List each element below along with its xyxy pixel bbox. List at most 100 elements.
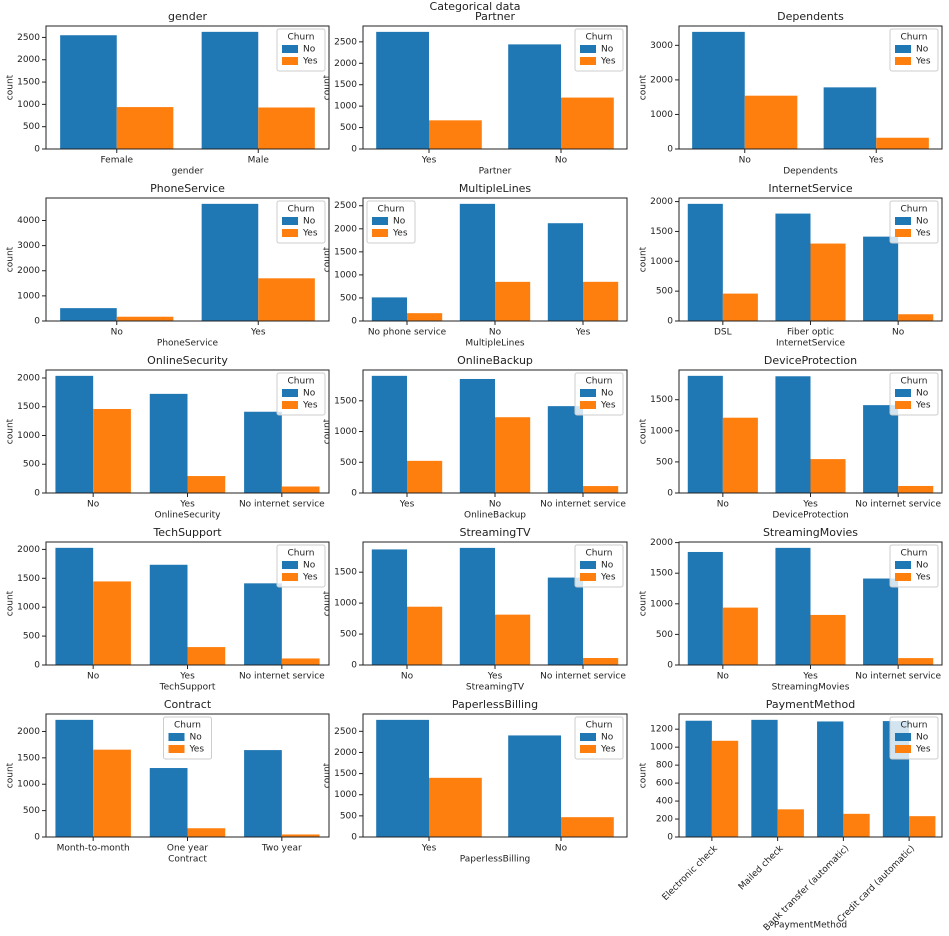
bar (583, 486, 619, 493)
x-tick-label: No internet service (540, 500, 626, 510)
y-tick-label: 0 (34, 145, 40, 155)
y-tick-label: 1500 (17, 753, 40, 763)
y-axis-label: count (6, 246, 16, 272)
legend-swatch (895, 733, 911, 741)
legend-label: Yes (600, 401, 616, 411)
bar (258, 107, 315, 149)
y-tick-label: 0 (34, 489, 40, 499)
bar (258, 278, 315, 321)
bar (371, 297, 407, 321)
y-tick-label: 1000 (650, 599, 673, 609)
bar (376, 31, 429, 149)
x-tick-label: Mailed check (737, 843, 786, 892)
x-tick-label: No internet service (239, 672, 325, 682)
bar (187, 476, 226, 493)
x-tick-label: Yes (399, 500, 415, 510)
legend-swatch (282, 229, 298, 237)
axes-frame (362, 713, 628, 838)
x-axis-label: TechSupport (159, 683, 216, 693)
y-tick-label: 1200 (650, 725, 673, 735)
chart-title: PhoneService (150, 182, 225, 195)
y-tick-label: 2000 (17, 727, 40, 737)
axes-frame (45, 369, 330, 494)
x-tick-label: Yes (421, 844, 437, 854)
bar (744, 95, 798, 149)
y-axis-label: count (6, 418, 16, 444)
axes-frame (678, 25, 943, 150)
chart-title: PaymentMethod (766, 698, 855, 711)
legend-swatch (580, 45, 596, 53)
x-axis-label: InternetService (776, 339, 845, 349)
x-tick-label: One year (167, 844, 209, 854)
x-axis-label: Contract (168, 855, 207, 865)
legend-label: Yes (915, 229, 931, 239)
bar (898, 314, 934, 321)
bar (244, 411, 282, 493)
legend-swatch (895, 561, 911, 569)
y-tick-label: 1500 (650, 227, 673, 237)
chart-title: InternetService (768, 182, 853, 195)
x-axis-label: OnlineBackup (464, 511, 526, 521)
bar (495, 614, 531, 665)
legend-label: Yes (915, 57, 931, 67)
legend-label: No (916, 389, 929, 399)
x-axis-label: PhoneService (157, 339, 219, 349)
legend-title: Churn (901, 205, 928, 215)
x-tick-label: No internet service (855, 500, 941, 510)
y-tick-label: 500 (340, 458, 357, 468)
y-tick-label: 0 (351, 145, 357, 155)
y-tick-label: 1000 (17, 100, 40, 110)
y-tick-label: 500 (340, 630, 357, 640)
bar (60, 308, 117, 321)
legend-label: No (303, 389, 316, 399)
bar (55, 719, 94, 837)
x-axis-label: gender (172, 167, 204, 177)
legend-swatch (282, 561, 298, 569)
bar (775, 547, 811, 665)
x-tick-label: Month-to-month (57, 844, 130, 854)
legend-label: Yes (915, 401, 931, 411)
y-tick-label: 0 (667, 489, 673, 499)
bar (722, 293, 758, 321)
y-tick-label: 1500 (334, 568, 357, 578)
x-axis-label: Partner (479, 167, 512, 177)
bar (692, 31, 745, 149)
legend-label: No (601, 733, 614, 743)
legend-swatch (580, 389, 596, 397)
y-axis-label: count (323, 246, 333, 272)
y-tick-label: 1000 (17, 780, 40, 790)
legend-swatch (895, 401, 911, 409)
bar (898, 485, 934, 493)
legend-title: Churn (901, 721, 928, 731)
x-tick-label: No internet service (239, 500, 325, 510)
bar (187, 828, 226, 837)
legend-label: Yes (302, 401, 318, 411)
legend-label: No (601, 389, 614, 399)
x-tick-label: No (555, 156, 568, 166)
axes-frame (362, 197, 628, 322)
y-tick-label: 0 (34, 661, 40, 671)
y-tick-label: 2500 (334, 727, 357, 737)
x-tick-label: Male (248, 156, 270, 166)
bar (843, 813, 870, 837)
legend-title: Churn (586, 377, 613, 387)
legend-label: Yes (302, 57, 318, 67)
x-tick-label: Female (100, 156, 133, 166)
chart-title: OnlineSecurity (147, 354, 228, 367)
x-tick-label: No (739, 156, 752, 166)
y-tick-label: 1500 (334, 396, 357, 406)
legend-label: No (916, 45, 929, 55)
bar (722, 417, 758, 493)
y-tick-label: 1000 (17, 291, 40, 301)
bar (561, 817, 614, 837)
y-tick-label: 500 (23, 632, 40, 642)
y-axis-label: count (6, 590, 16, 616)
bar (429, 120, 482, 149)
bar (547, 406, 583, 493)
y-tick-label: 500 (656, 630, 673, 640)
y-axis-label: count (323, 590, 333, 616)
bar (60, 35, 117, 149)
y-tick-label: 1000 (334, 270, 357, 280)
x-tick-label: No (717, 672, 730, 682)
